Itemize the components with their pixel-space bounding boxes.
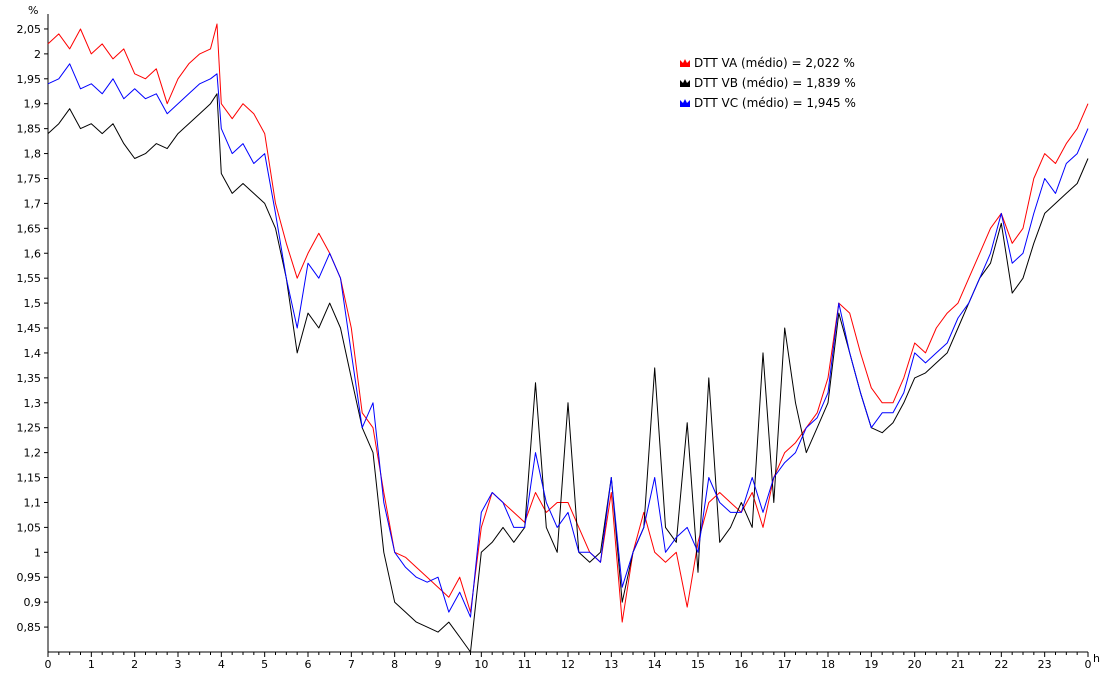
legend: DTT VA (médio) = 2,022 % DTT VB (médio) =… [680, 56, 856, 110]
y-tick-label: 1,7 [24, 197, 42, 210]
y-tick-label: 1,3 [24, 397, 42, 410]
x-tick-label: 2 [131, 658, 138, 671]
y-tick-label: 1,75 [17, 172, 42, 185]
y-tick-label: 1,8 [24, 148, 42, 161]
x-tick-label: 13 [604, 658, 618, 671]
x-tick-label: 14 [648, 658, 662, 671]
legend-swatch-1 [680, 59, 690, 67]
y-tick-label: 1,95 [17, 73, 42, 86]
x-tick-label: 11 [518, 658, 532, 671]
y-axis-ticks: 0,85 0,9 0,95 1 1,05 1,1 1,15 1,2 1,25 1,3 1,35 1,4… [17, 23, 48, 634]
y-tick-label: 0,9 [24, 596, 42, 609]
x-tick-label: 7 [348, 658, 355, 671]
x-tick-label: 8 [391, 658, 398, 671]
y-tick-label: 1,35 [17, 372, 42, 385]
x-tick-label: 18 [821, 658, 835, 671]
y-tick-label: 1 [34, 546, 41, 559]
x-tick-label: 0 [45, 658, 52, 671]
x-tick-label: 3 [175, 658, 182, 671]
series-line-1 [47, 23, 1089, 623]
x-tick-label: 20 [908, 658, 922, 671]
y-tick-label: 1,9 [24, 98, 42, 111]
x-tick-label: 9 [435, 658, 442, 671]
y-tick-label: 1,45 [17, 322, 42, 335]
y-tick-label: 0,95 [17, 571, 42, 584]
y-tick-label: 1,1 [24, 496, 42, 509]
y-tick-label: 1,55 [17, 272, 42, 285]
y-tick-label: 1,2 [24, 447, 42, 460]
y-tick-label: 2 [34, 48, 41, 61]
series-lines [47, 23, 1089, 653]
y-tick-label: 1,85 [17, 123, 42, 136]
y-tick-label: 0,85 [17, 621, 42, 634]
y-tick-label: 1,65 [17, 222, 42, 235]
x-axis-ticks: 0 1 2 3 4 5 6 7 8 9 10 11 12 13 14 15 16 17 18 19 20 21 22 23 0 [45, 652, 1092, 671]
x-tick-label: 19 [864, 658, 878, 671]
x-tick-label: 5 [261, 658, 268, 671]
x-tick-label: 16 [734, 658, 748, 671]
x-tick-label: 4 [218, 658, 225, 671]
x-tick-label: 1 [88, 658, 95, 671]
y-tick-label: 1,25 [17, 422, 42, 435]
legend-label-3: DTT VC (médio) = 1,945 % [694, 96, 856, 110]
x-tick-label: 21 [951, 658, 965, 671]
x-tick-label: 0 [1085, 658, 1092, 671]
y-tick-label: 1,6 [24, 247, 42, 260]
x-tick-label: 22 [994, 658, 1008, 671]
x-tick-label: 12 [561, 658, 575, 671]
series-line-3 [47, 63, 1089, 618]
y-tick-label: 1,5 [24, 297, 42, 310]
legend-label-2: DTT VB (médio) = 1,839 % [694, 76, 856, 90]
x-tick-label: 6 [305, 658, 312, 671]
y-tick-label: 2,05 [17, 23, 42, 36]
x-tick-label: 10 [474, 658, 488, 671]
x-tick-label: 17 [778, 658, 792, 671]
legend-swatch-2 [680, 79, 690, 87]
y-tick-label: 1,4 [24, 347, 42, 360]
series-line-2 [47, 93, 1089, 653]
y-tick-label: 1,05 [17, 521, 42, 534]
y-axis-unit-label: % [28, 4, 38, 17]
x-axis-unit-label: h [1093, 652, 1100, 665]
y-tick-label: 1,15 [17, 472, 42, 485]
legend-swatch-3 [680, 99, 690, 107]
x-tick-label: 15 [691, 658, 705, 671]
legend-label-1: DTT VA (médio) = 2,022 % [694, 56, 855, 70]
x-tick-label: 23 [1038, 658, 1052, 671]
